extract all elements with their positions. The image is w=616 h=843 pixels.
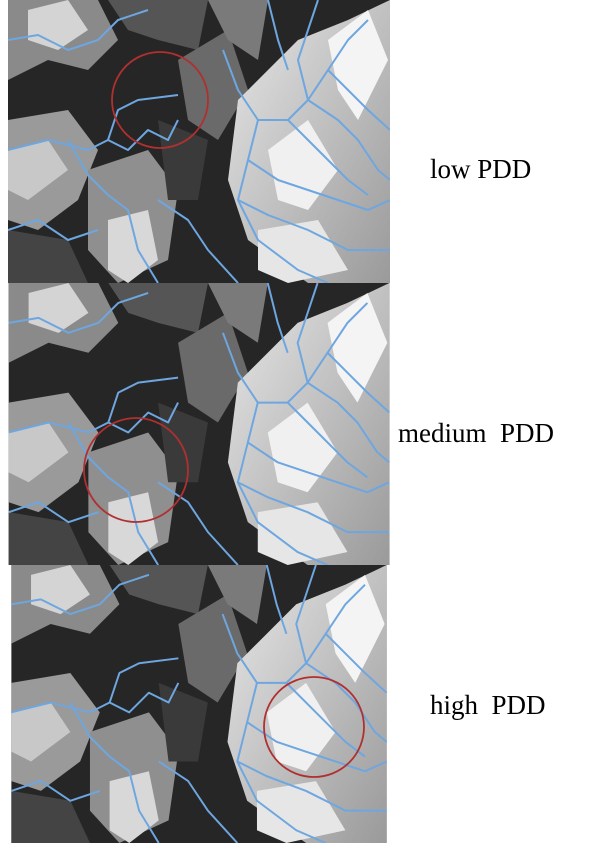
panel-label: low PDD: [430, 154, 531, 184]
highlight-circle: [263, 676, 365, 778]
panel-label: medium PDD: [398, 418, 554, 448]
relief-image: [10, 565, 388, 843]
panel-label: high PDD: [430, 690, 546, 720]
map-panel: [8, 0, 390, 283]
panels: [8, 0, 390, 843]
highlight-circle: [111, 51, 209, 149]
relief-image: [8, 0, 390, 283]
relief-image: [8, 283, 390, 565]
highlight-circle: [83, 417, 189, 523]
map-panel: [8, 283, 390, 565]
map-panel: [10, 565, 388, 843]
